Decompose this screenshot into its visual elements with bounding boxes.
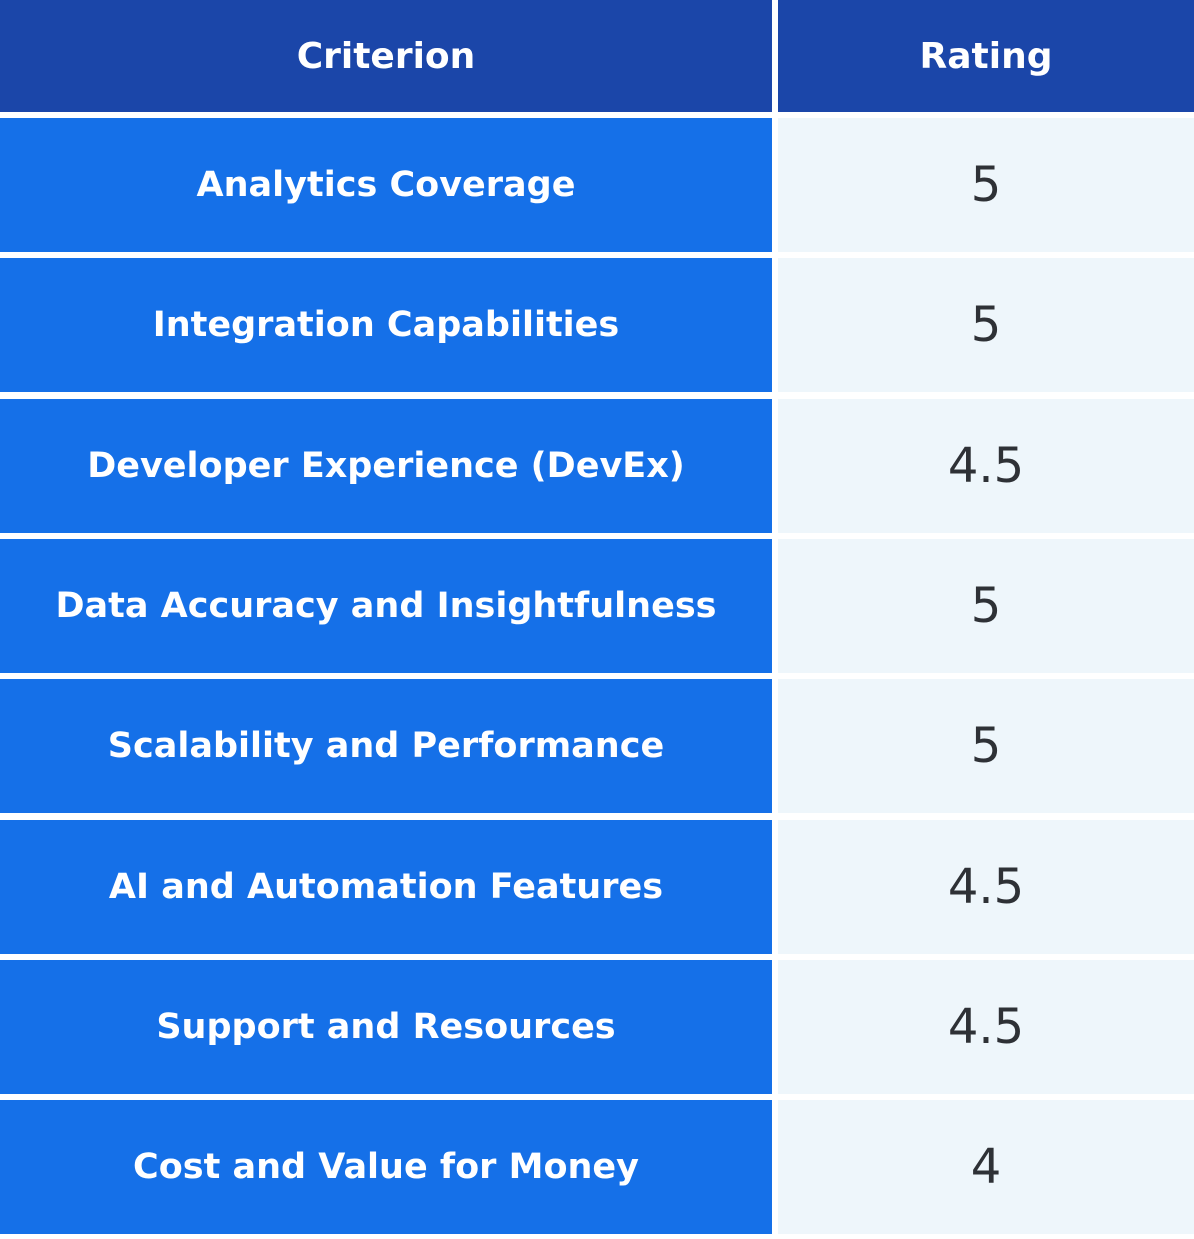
rating-cell: 4.5	[778, 819, 1194, 954]
header-cell: Rating	[778, 0, 1194, 112]
criterion-cell: Data Accuracy and Insightfulness	[0, 538, 772, 673]
criterion-cell: Analytics Coverage	[0, 118, 772, 252]
rating-cell: 4.5	[778, 959, 1194, 1094]
criterion-cell: Developer Experience (DevEx)	[0, 398, 772, 533]
criterion-cell: Integration Capabilities	[0, 258, 772, 393]
rating-cell: 5	[778, 538, 1194, 673]
rating-cell: 4	[778, 1100, 1194, 1235]
criterion-cell: Support and Resources	[0, 959, 772, 1094]
criterion-cell: Cost and Value for Money	[0, 1100, 772, 1235]
rating-cell: 5	[778, 258, 1194, 393]
rating-cell: 5	[778, 679, 1194, 814]
criterion-cell: AI and Automation Features	[0, 819, 772, 954]
rating-cell: 4.5	[778, 398, 1194, 533]
rating-cell: 5	[778, 118, 1194, 252]
header-cell: Criterion	[0, 0, 772, 112]
criterion-cell: Scalability and Performance	[0, 679, 772, 814]
